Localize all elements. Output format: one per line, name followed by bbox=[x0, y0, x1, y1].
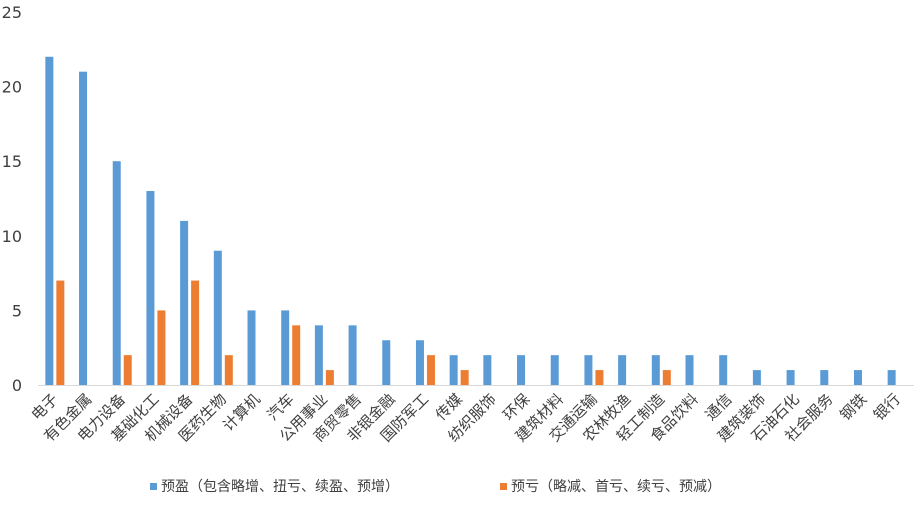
legend-label: 预盈（包含略增、扭亏、续盈、预增） bbox=[161, 478, 399, 495]
legend: 预盈（包含略增、扭亏、续盈、预增） 预亏（略减、首亏、续亏、预减） bbox=[150, 478, 721, 495]
bar-profit bbox=[146, 191, 155, 385]
bar-loss bbox=[56, 280, 65, 385]
legend-swatch bbox=[500, 483, 507, 490]
bar-profit bbox=[584, 355, 593, 385]
y-tick-label: 0 bbox=[12, 376, 22, 395]
bar-loss bbox=[123, 355, 132, 385]
bar-profit bbox=[685, 355, 694, 385]
bar-loss bbox=[426, 355, 435, 385]
bar-profit bbox=[483, 355, 492, 385]
bar-loss bbox=[224, 355, 233, 385]
bar-loss bbox=[292, 325, 301, 385]
y-tick-label: 5 bbox=[12, 301, 22, 320]
bar-loss bbox=[595, 370, 604, 385]
bar-profit bbox=[348, 325, 357, 385]
bar-loss bbox=[191, 280, 200, 385]
bar-profit bbox=[550, 355, 559, 385]
bar-profit bbox=[820, 370, 829, 385]
x-tick-label: 钢铁 bbox=[836, 390, 870, 424]
y-tick-label: 15 bbox=[2, 152, 22, 171]
legend-label: 预亏（略减、首亏、续亏、预减） bbox=[511, 478, 721, 495]
bar-loss bbox=[157, 310, 166, 385]
bar-profit bbox=[651, 355, 660, 385]
bar-profit bbox=[314, 325, 323, 385]
bar-profit bbox=[45, 56, 54, 385]
bar-profit bbox=[79, 71, 88, 386]
bar-profit bbox=[281, 310, 290, 385]
bar-profit bbox=[112, 161, 121, 385]
bar-loss bbox=[662, 370, 671, 385]
legend-swatch bbox=[150, 483, 157, 490]
y-tick-label: 20 bbox=[2, 78, 22, 97]
x-tick-label: 银行 bbox=[870, 390, 904, 424]
x-tick-label: 计算机 bbox=[219, 390, 264, 435]
bar-profit bbox=[180, 220, 189, 385]
bar-profit bbox=[752, 370, 761, 385]
bar-profit bbox=[887, 370, 896, 385]
bar-profit bbox=[415, 340, 424, 385]
bar-profit bbox=[382, 340, 391, 385]
bar-profit bbox=[213, 250, 222, 385]
y-axis-ticks: 0 5 10 15 20 25 bbox=[2, 3, 22, 395]
bar-profit bbox=[618, 355, 627, 385]
bar-profit bbox=[449, 355, 458, 385]
bars bbox=[45, 56, 896, 386]
bar-profit bbox=[247, 310, 256, 385]
bar-loss bbox=[325, 370, 334, 385]
y-tick-label: 10 bbox=[2, 227, 22, 246]
y-tick-label: 25 bbox=[2, 3, 22, 22]
bar-profit bbox=[719, 355, 728, 385]
bar-profit bbox=[853, 370, 862, 385]
bar-loss bbox=[460, 370, 469, 385]
bar-profit bbox=[517, 355, 526, 385]
bar-profit bbox=[786, 370, 795, 385]
